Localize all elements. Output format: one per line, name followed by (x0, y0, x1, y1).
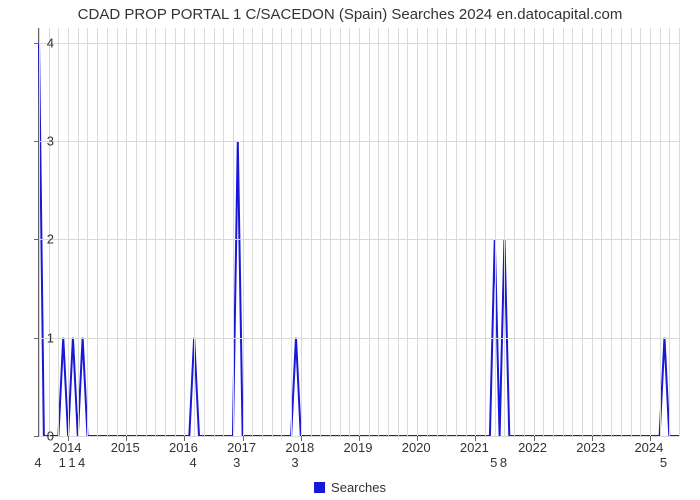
grid-v (262, 28, 263, 436)
xtick-label: 2014 (53, 440, 82, 455)
grid-v (136, 28, 137, 436)
grid-v (214, 28, 215, 436)
grid-v (369, 28, 370, 436)
grid-v (427, 28, 428, 436)
grid-v (359, 28, 360, 436)
grid-v (475, 28, 476, 436)
xtick-label: 2017 (227, 440, 256, 455)
grid-v (107, 28, 108, 436)
xtick-label: 2023 (576, 440, 605, 455)
grid-v (58, 28, 59, 436)
xtick-label: 2016 (169, 440, 198, 455)
grid-v (272, 28, 273, 436)
xtick-label: 2019 (344, 440, 373, 455)
grid-v (388, 28, 389, 436)
grid-v (563, 28, 564, 436)
grid-v (223, 28, 224, 436)
data-label: 5 (490, 455, 497, 470)
grid-v (320, 28, 321, 436)
data-label: 5 (660, 455, 667, 470)
grid-v (349, 28, 350, 436)
grid-v (582, 28, 583, 436)
ytick-label: 2 (34, 232, 54, 247)
data-label: 4 (190, 455, 197, 470)
chart-container: CDAD PROP PORTAL 1 C/SACEDON (Spain) Sea… (0, 0, 700, 500)
grid-v (650, 28, 651, 436)
data-label: 3 (291, 455, 298, 470)
ytick-label: 1 (34, 330, 54, 345)
grid-v (117, 28, 118, 436)
xtick-label: 2015 (111, 440, 140, 455)
grid-v (534, 28, 535, 436)
grid-v (398, 28, 399, 436)
grid-v (291, 28, 292, 436)
grid-v (243, 28, 244, 436)
grid-v (601, 28, 602, 436)
plot-area (38, 28, 679, 437)
data-label: 8 (500, 455, 507, 470)
grid-v (68, 28, 69, 436)
grid-v (504, 28, 505, 436)
grid-v (165, 28, 166, 436)
ytick-label: 4 (34, 35, 54, 50)
grid-v (155, 28, 156, 436)
grid-v (301, 28, 302, 436)
grid-v (78, 28, 79, 436)
grid-v (456, 28, 457, 436)
grid-v (611, 28, 612, 436)
grid-v (631, 28, 632, 436)
data-label: 1 (59, 455, 66, 470)
grid-v (87, 28, 88, 436)
legend: Searches (314, 480, 386, 495)
grid-v (146, 28, 147, 436)
grid-v (524, 28, 525, 436)
grid-v (184, 28, 185, 436)
grid-v (204, 28, 205, 436)
grid-v (340, 28, 341, 436)
ytick-label: 0 (34, 429, 54, 444)
grid-v (330, 28, 331, 436)
grid-v (378, 28, 379, 436)
grid-v (495, 28, 496, 436)
grid-v (233, 28, 234, 436)
legend-label: Searches (331, 480, 386, 495)
grid-v (640, 28, 641, 436)
grid-v (466, 28, 467, 436)
grid-v (407, 28, 408, 436)
grid-v (417, 28, 418, 436)
ytick-label: 3 (34, 134, 54, 149)
xtick-label: 2024 (634, 440, 663, 455)
grid-v (514, 28, 515, 436)
xtick-label: 2022 (518, 440, 547, 455)
grid-v (281, 28, 282, 436)
legend-swatch (314, 482, 325, 493)
data-label: 1 (68, 455, 75, 470)
grid-v (446, 28, 447, 436)
grid-v (572, 28, 573, 436)
grid-v (669, 28, 670, 436)
grid-v (252, 28, 253, 436)
grid-v (543, 28, 544, 436)
data-label: 3 (233, 455, 240, 470)
grid-v (175, 28, 176, 436)
grid-v (592, 28, 593, 436)
chart-title: CDAD PROP PORTAL 1 C/SACEDON (Spain) Sea… (0, 6, 700, 23)
xtick-label: 2021 (460, 440, 489, 455)
grid-v (126, 28, 127, 436)
grid-v (553, 28, 554, 436)
grid-v (97, 28, 98, 436)
grid-v (621, 28, 622, 436)
grid-v (437, 28, 438, 436)
data-label: 4 (78, 455, 85, 470)
grid-v (485, 28, 486, 436)
grid-v (194, 28, 195, 436)
grid-v (679, 28, 680, 436)
data-label: 4 (34, 455, 41, 470)
grid-v (311, 28, 312, 436)
xtick-label: 2018 (285, 440, 314, 455)
xtick-label: 2020 (402, 440, 431, 455)
grid-v (660, 28, 661, 436)
